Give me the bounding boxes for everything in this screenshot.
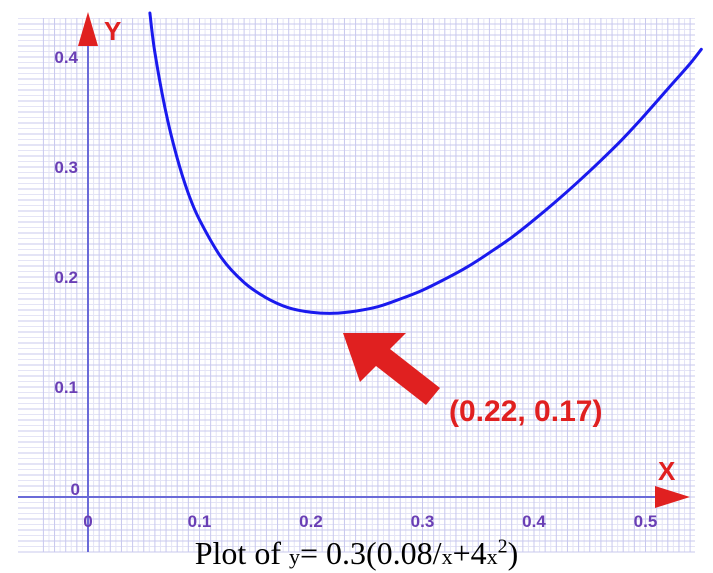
- y-tick-label: 0.4: [54, 48, 78, 67]
- caption-var-x2: x: [486, 544, 498, 569]
- y-tick-label: 0: [71, 480, 80, 499]
- caption-exponent: 2: [497, 535, 508, 558]
- caption: Plot of y= 0.3(0.08/x+4x2): [0, 535, 713, 572]
- x-tick-labels: 0 0.1 0.2 0.3 0.4 0.5: [83, 512, 657, 531]
- caption-prefix: Plot of: [194, 535, 289, 571]
- y-axis-arrow-icon: [78, 12, 98, 46]
- y-axis-label: Y: [104, 16, 121, 46]
- x-tick-label: 0.3: [411, 512, 435, 531]
- x-axis-arrow-icon: [655, 486, 690, 508]
- x-tick-label: 0.2: [299, 512, 323, 531]
- x-tick-label: 0: [83, 512, 92, 531]
- x-tick-label: 0.5: [634, 512, 658, 531]
- caption-var-y: y: [288, 544, 300, 569]
- y-tick-labels: 0 0.1 0.2 0.3 0.4: [54, 48, 80, 499]
- minor-grid: [18, 18, 695, 552]
- y-tick-label: 0.3: [54, 158, 78, 177]
- x-axis-label: X: [658, 456, 676, 486]
- x-tick-label: 0.4: [522, 512, 546, 531]
- caption-close: ): [507, 535, 519, 571]
- x-tick-label: 0.1: [188, 512, 212, 531]
- annotation-label: (0.22, 0.17): [449, 395, 602, 428]
- annotation-arrow-icon: [343, 333, 440, 405]
- series-line: [148, 11, 703, 315]
- y-tick-label: 0.1: [54, 378, 78, 397]
- y-tick-label: 0.2: [54, 268, 78, 287]
- caption-plus: +4: [452, 535, 487, 571]
- caption-var-x: x: [441, 544, 453, 569]
- caption-equals: = 0.3(0.08/: [299, 535, 442, 571]
- major-grid: [18, 18, 695, 553]
